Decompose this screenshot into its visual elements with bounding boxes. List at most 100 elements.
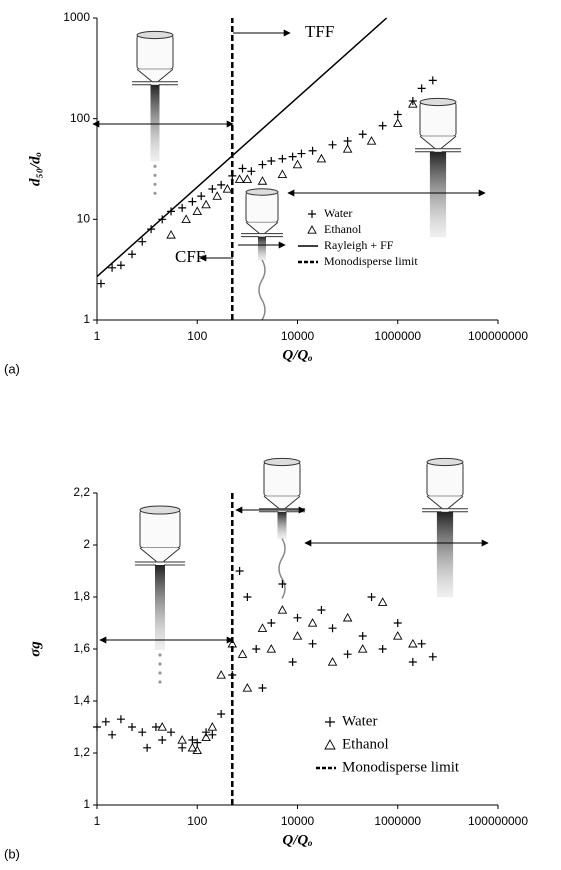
point xyxy=(237,649,248,658)
point xyxy=(292,159,303,169)
point xyxy=(242,683,253,692)
legend-label: Ethanol xyxy=(324,222,362,236)
nozzle-cone xyxy=(139,547,181,563)
x-tick-label: 100000000 xyxy=(468,814,528,828)
point xyxy=(327,657,338,666)
y-tick-label: 1000 xyxy=(63,10,90,24)
point xyxy=(192,745,203,755)
model-line xyxy=(96,17,388,278)
y-tick-label: 1 xyxy=(83,797,90,811)
y-tick-label: 1,4 xyxy=(73,693,90,707)
droplet xyxy=(158,662,162,666)
point xyxy=(247,167,256,176)
legend-symbol xyxy=(325,717,335,727)
point xyxy=(343,136,352,145)
x-tick-label: 1000000 xyxy=(374,814,421,828)
point xyxy=(235,567,244,575)
y-tick-label: 2,2 xyxy=(73,485,90,499)
point xyxy=(166,230,176,239)
point xyxy=(101,717,110,726)
nozzle-cone xyxy=(419,135,457,150)
point xyxy=(288,658,297,666)
point xyxy=(217,180,226,189)
point xyxy=(297,149,306,158)
point xyxy=(116,261,125,270)
point xyxy=(116,715,125,724)
point xyxy=(328,140,337,149)
panel-label: (b) xyxy=(4,846,20,861)
point xyxy=(188,736,197,744)
nozzle-top xyxy=(139,505,181,515)
point xyxy=(267,619,276,627)
point xyxy=(202,728,211,737)
point xyxy=(366,136,377,145)
nozzle-top xyxy=(419,97,457,107)
point xyxy=(128,250,137,259)
droplet xyxy=(153,191,157,195)
y-tick-label: 1,2 xyxy=(73,745,90,759)
nozzle-top xyxy=(245,188,279,196)
point xyxy=(428,652,437,661)
point xyxy=(408,638,418,648)
droplet xyxy=(153,182,157,186)
x-tick-label: 1 xyxy=(94,814,101,828)
jet-whip xyxy=(258,259,266,321)
point xyxy=(96,279,105,288)
point xyxy=(377,597,388,606)
point xyxy=(266,644,277,653)
point xyxy=(393,110,402,119)
point xyxy=(207,722,218,731)
point xyxy=(307,618,318,627)
point xyxy=(178,203,187,212)
point xyxy=(138,237,147,246)
point xyxy=(278,154,287,163)
jet xyxy=(155,565,165,650)
y-tick-label: 1 xyxy=(83,312,90,326)
nozzle-body xyxy=(426,461,464,497)
point xyxy=(208,730,217,739)
x-tick-label: 1000000 xyxy=(374,329,421,343)
point xyxy=(428,76,437,85)
point xyxy=(357,644,368,653)
y-axis-title: σg xyxy=(27,641,43,657)
point xyxy=(197,192,206,201)
point xyxy=(252,645,261,653)
point xyxy=(258,160,267,169)
point xyxy=(342,612,353,622)
point xyxy=(308,146,317,155)
jet xyxy=(436,511,454,598)
point xyxy=(316,153,327,163)
point xyxy=(342,144,353,153)
point xyxy=(181,214,191,223)
nozzle-body xyxy=(245,191,279,223)
point xyxy=(288,152,297,161)
point xyxy=(292,631,303,640)
point xyxy=(358,632,367,640)
nozzle-cone xyxy=(136,68,174,83)
nozzle-top xyxy=(426,457,464,467)
panel-label: (a) xyxy=(4,361,20,376)
point xyxy=(222,184,233,193)
point xyxy=(378,645,387,653)
point xyxy=(187,742,198,752)
point xyxy=(201,199,211,209)
point xyxy=(293,613,302,622)
point xyxy=(392,118,403,127)
y-tick-label: 100 xyxy=(70,111,90,125)
legend-label: Water xyxy=(342,713,377,729)
point xyxy=(108,730,117,739)
point xyxy=(151,723,160,731)
point xyxy=(167,728,176,737)
point xyxy=(417,639,426,648)
point xyxy=(208,185,217,194)
point xyxy=(143,743,152,752)
point xyxy=(358,130,367,139)
legend-label: Monodisperse limit xyxy=(342,759,460,775)
legend-symbol xyxy=(324,739,336,750)
point xyxy=(277,169,288,178)
point xyxy=(212,191,222,200)
nozzle-top xyxy=(263,457,301,467)
legend-symbol xyxy=(308,210,316,218)
legend-label: Ethanol xyxy=(342,736,389,752)
